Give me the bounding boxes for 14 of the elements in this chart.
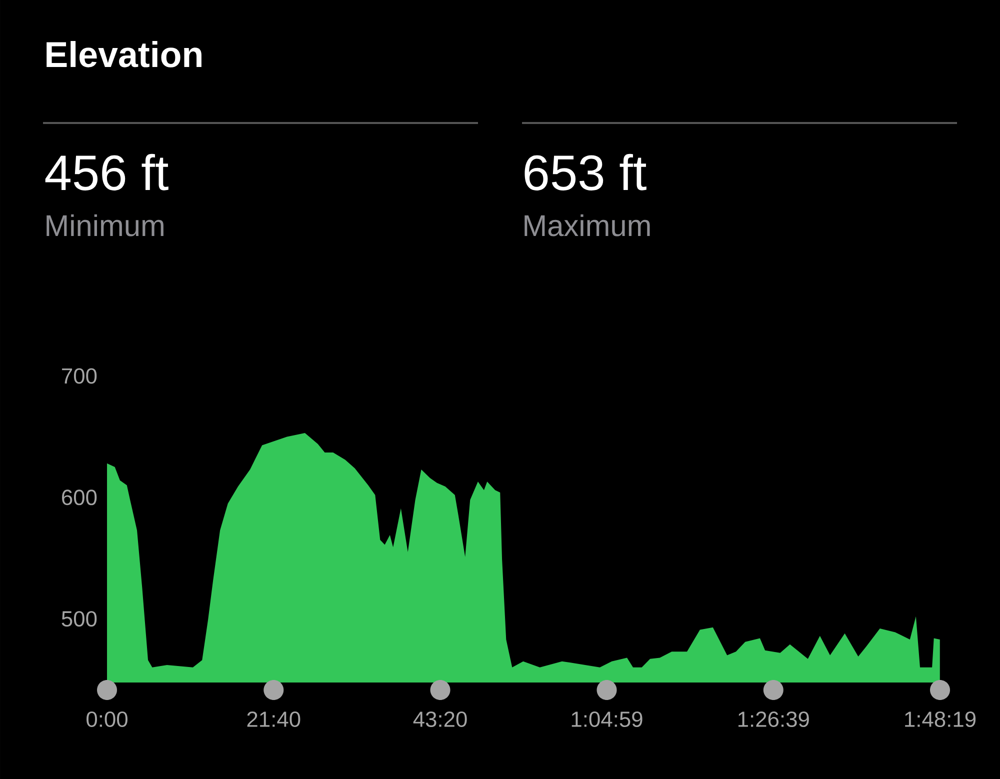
y-tick-label: 600: [62, 490, 97, 506]
y-tick-label: 500: [62, 611, 97, 627]
x-tick-label: 1:48:19: [905, 711, 976, 728]
x-tick-label: 0:00: [86, 711, 128, 728]
text: 653 ft: [524, 154, 646, 190]
text: Minimum: [46, 214, 164, 236]
x-tick-label: 1:26:39: [738, 711, 809, 728]
y-tick-label: 700: [62, 368, 97, 384]
x-tick-label: 43:20: [413, 711, 467, 728]
x-tick-label: 1:04:59: [572, 711, 642, 728]
x-tick-label: 21:40: [247, 711, 300, 728]
chart-title: Elevation: [46, 40, 202, 68]
text: 456 ft: [45, 154, 168, 190]
text: Maximum: [524, 214, 650, 236]
